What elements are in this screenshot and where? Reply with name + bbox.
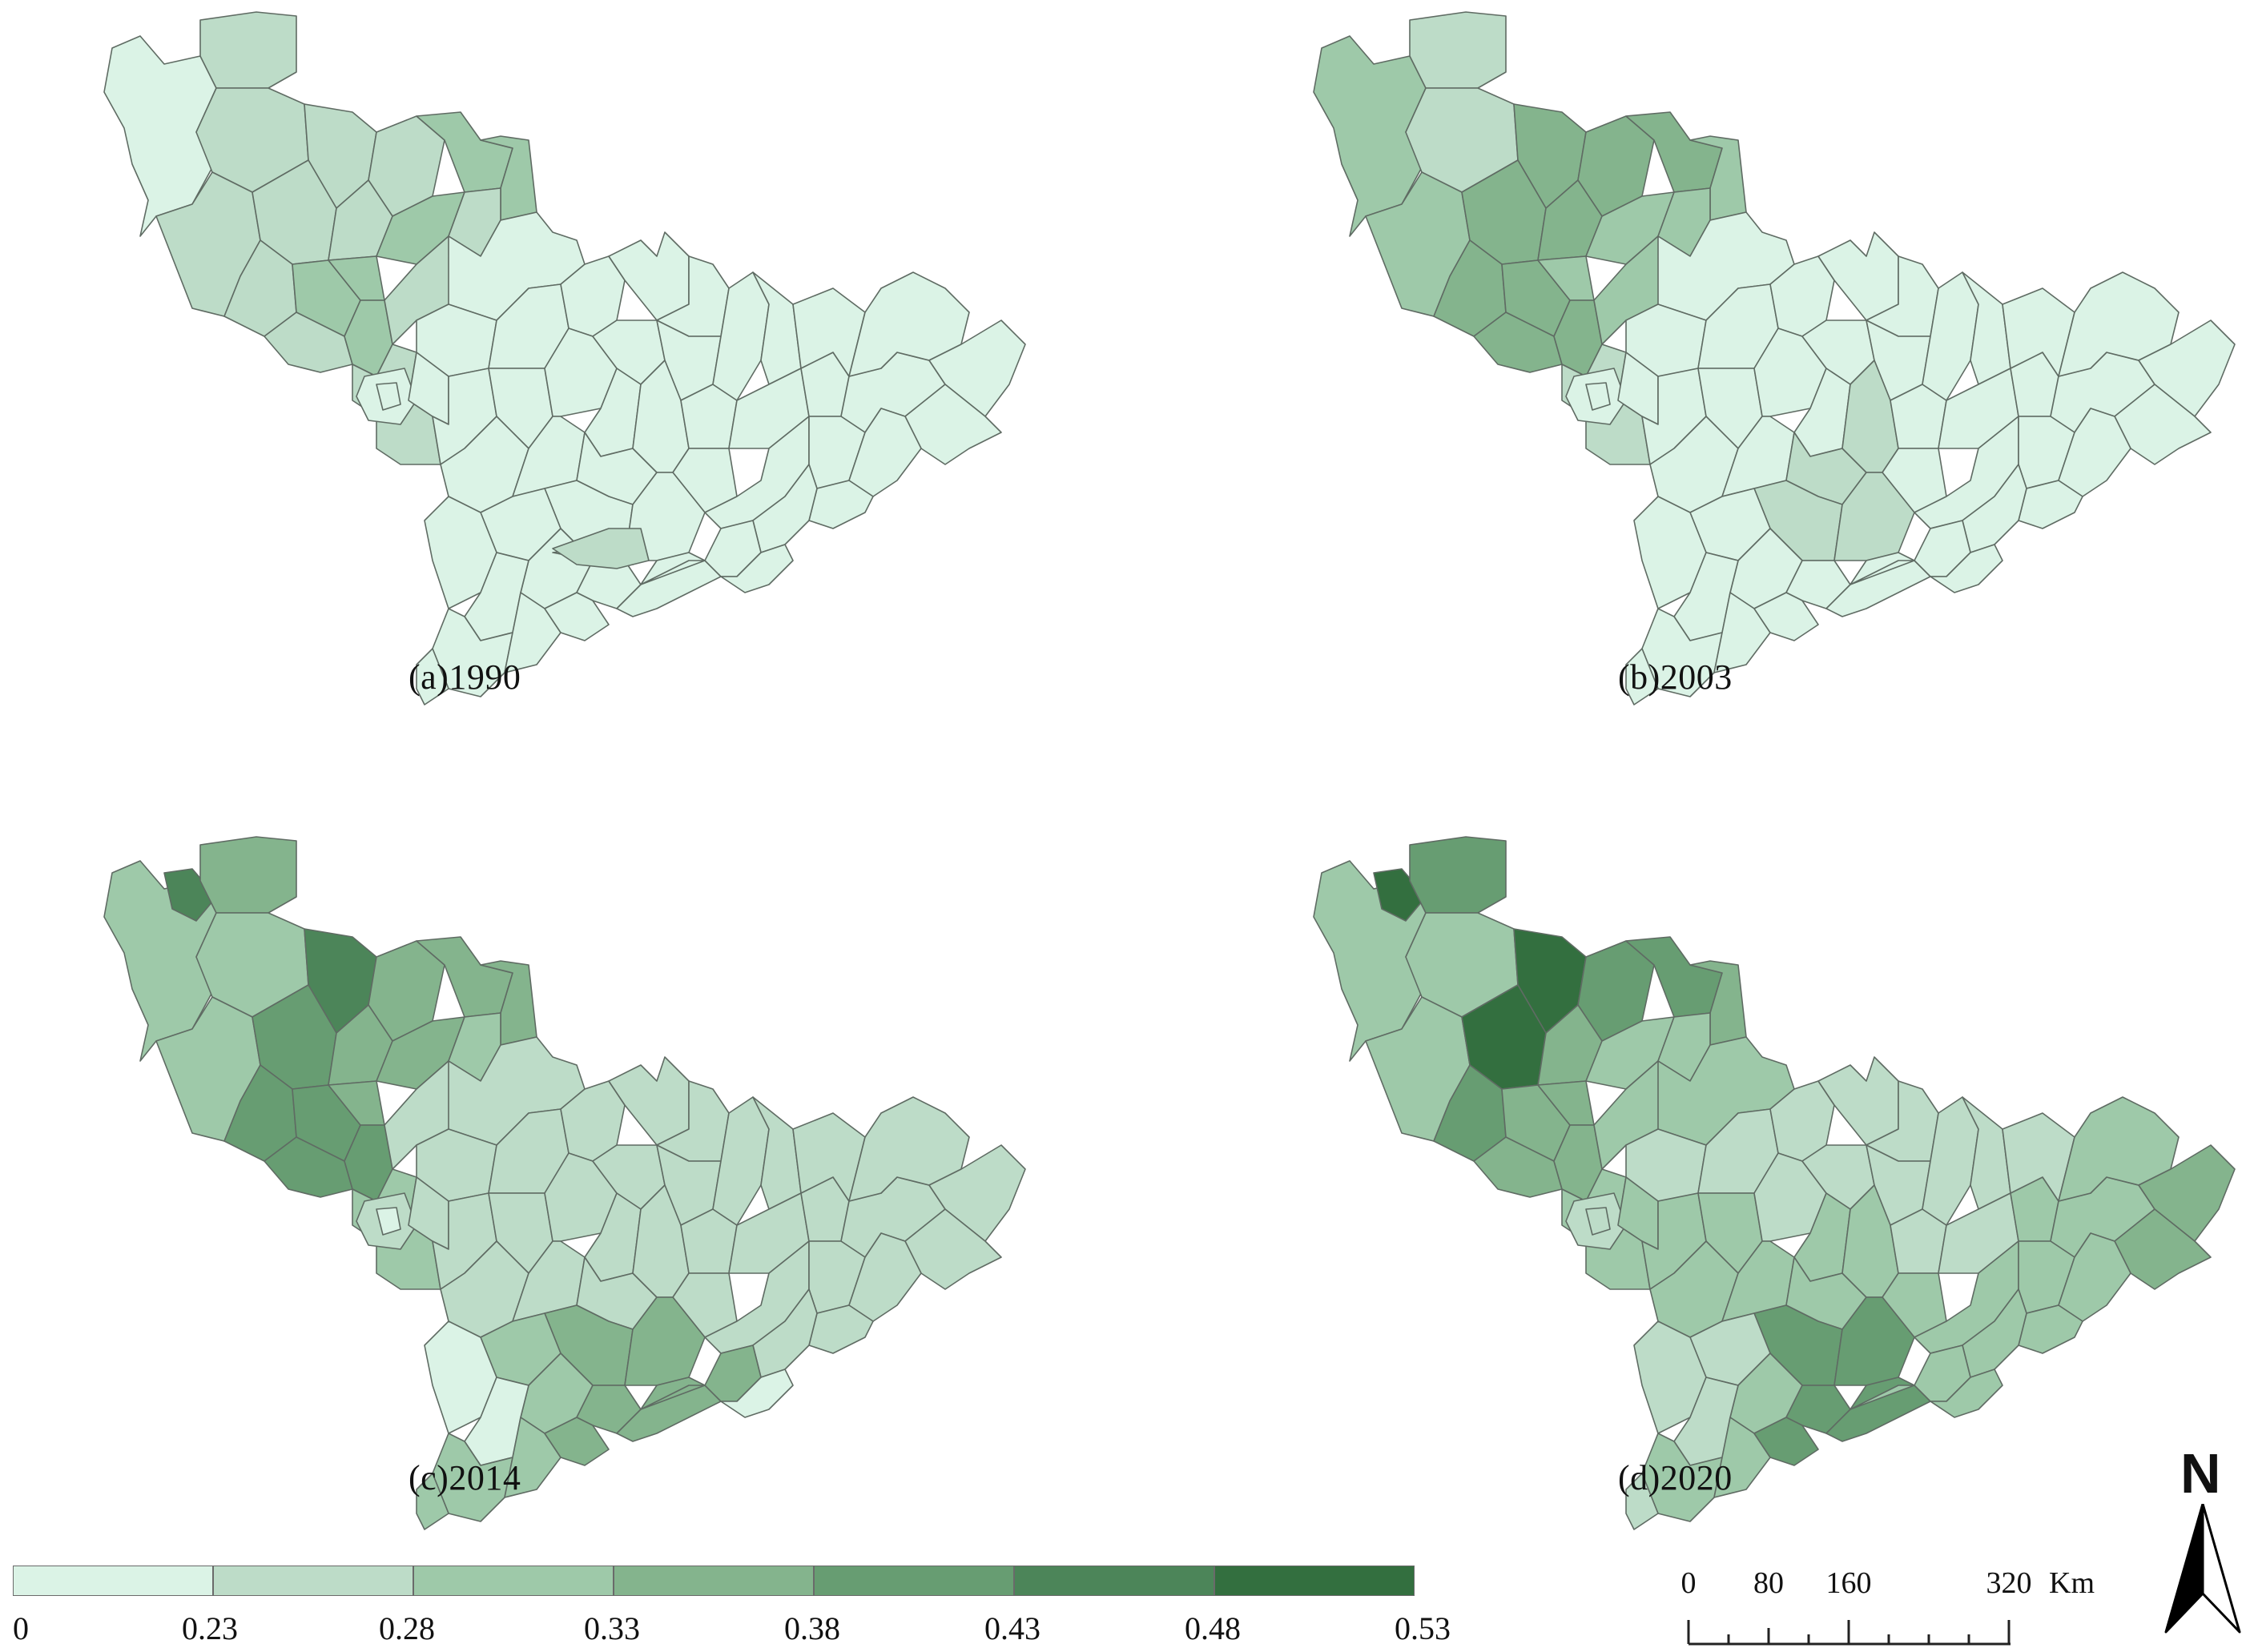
legend-swatch-3	[413, 1566, 614, 1596]
scale-tick-label: 80	[1753, 1566, 1784, 1600]
legend-label: 0.23	[182, 1610, 238, 1646]
region-map-2020	[1313, 836, 2236, 1530]
scale-unit: Km	[2049, 1566, 2095, 1600]
color-legend	[13, 1566, 1415, 1598]
region-map-1990	[103, 11, 1026, 705]
north-arrow-icon	[2164, 1504, 2241, 1634]
legend-swatch-5	[814, 1566, 1014, 1596]
map-panel-2014: (c)2014	[0, 825, 1121, 1545]
scale-bar-ruler	[1687, 1620, 2011, 1646]
legend-label: 0.48	[1185, 1610, 1241, 1646]
legend-label: 0.53	[1395, 1610, 1451, 1646]
legend-labels: 0 0.23 0.28 0.33 0.38 0.43 0.48 0.53	[0, 1610, 1522, 1650]
legend-swatch-6	[1014, 1566, 1214, 1596]
panel-caption-2003: (b)2003	[1618, 657, 1733, 697]
legend-swatch-2	[213, 1566, 413, 1596]
legend-label: 0.38	[784, 1610, 840, 1646]
scale-tick-label: 0	[1680, 1566, 1697, 1600]
scale-tick-label: 320	[1986, 1566, 2032, 1600]
legend-swatch-7	[1214, 1566, 1415, 1596]
north-label: N	[2180, 1442, 2221, 1505]
panel-caption-1990: (a)1990	[409, 657, 521, 697]
region-map-2003	[1313, 11, 2236, 705]
panel-caption-2020: (d)2020	[1618, 1458, 1733, 1497]
north-arrow: N	[2163, 1441, 2243, 1642]
panel-caption-2014: (c)2014	[409, 1458, 521, 1497]
map-panel-2003: (b)2003	[1210, 0, 2246, 721]
legend-label: 0.33	[584, 1610, 640, 1646]
legend-swatch-4	[614, 1566, 814, 1596]
region-map-2014	[103, 836, 1026, 1530]
map-panel-1990: (a)1990	[0, 0, 1121, 721]
legend-swatch-1	[13, 1566, 213, 1596]
scale-tick-label: 160	[1825, 1566, 1872, 1600]
map-panel-2020: (d)2020	[1210, 825, 2246, 1545]
scale-bar: 0 80 160 320 Km	[1666, 1566, 2115, 1646]
legend-label: 0	[13, 1610, 29, 1646]
legend-label: 0.43	[984, 1610, 1040, 1646]
legend-label: 0.28	[379, 1610, 435, 1646]
